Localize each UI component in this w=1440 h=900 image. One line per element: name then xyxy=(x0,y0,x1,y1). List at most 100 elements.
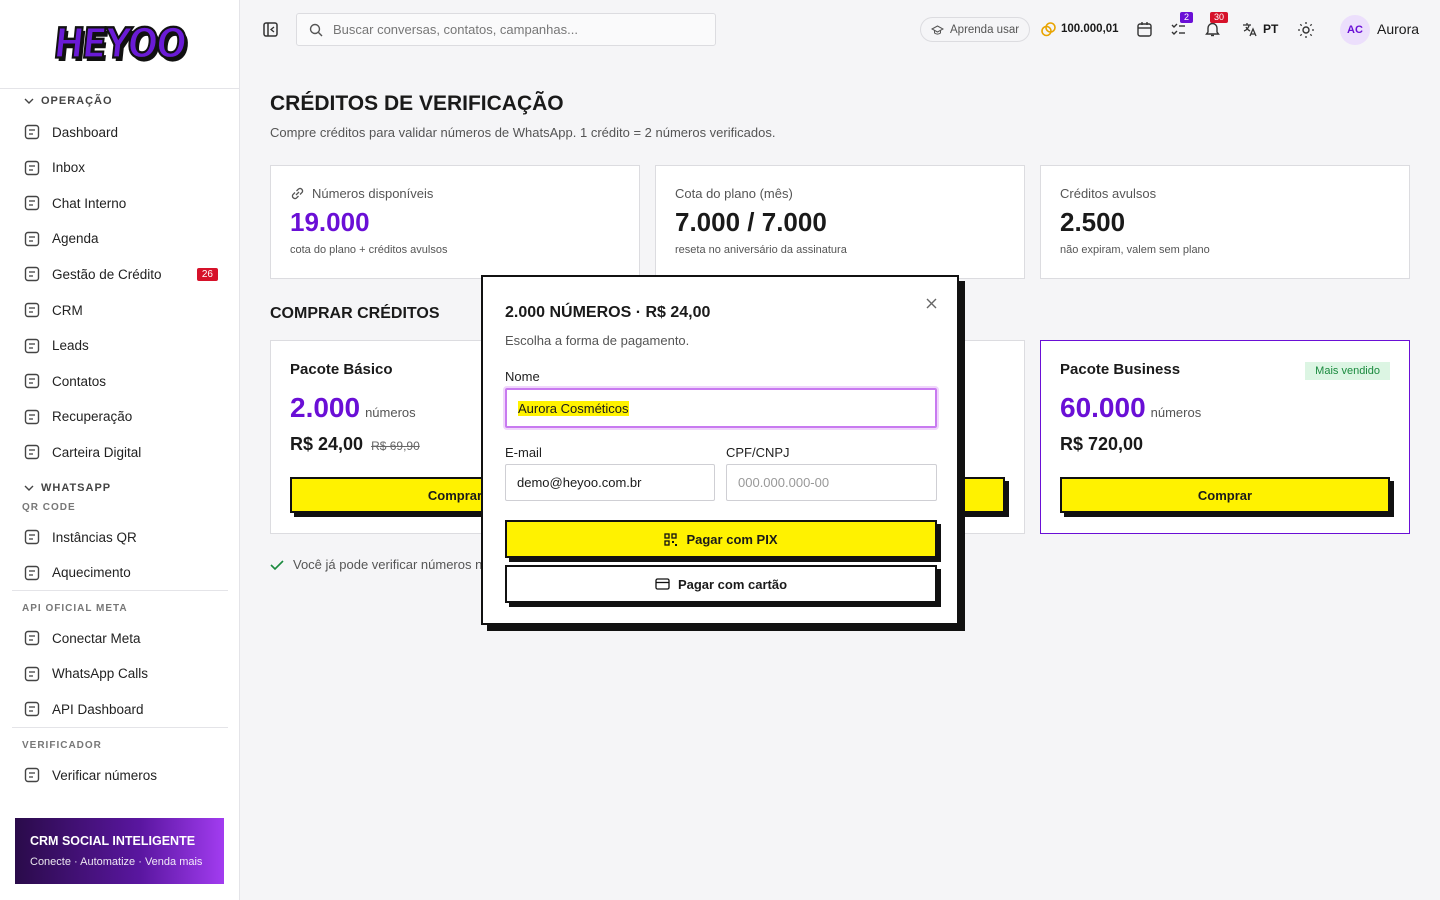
stat-value: 2.500 xyxy=(1060,207,1126,237)
pix-button[interactable]: Pagar com PIX xyxy=(505,520,937,558)
nav-icon xyxy=(24,409,40,424)
search-input[interactable]: Buscar conversas, contatos, campanhas... xyxy=(296,13,716,46)
nav-item[interactable]: Instâncias QR xyxy=(24,522,218,552)
collapse-icon[interactable] xyxy=(263,22,278,37)
nav-item-badge: 26 xyxy=(196,267,218,281)
nav-item-label: Verificar números xyxy=(52,767,158,783)
calendar-icon[interactable] xyxy=(1137,22,1152,37)
card-button[interactable]: Pagar com cartão xyxy=(505,565,937,603)
language[interactable]: PT xyxy=(1242,18,1278,40)
nav-item-label: Agenda xyxy=(52,231,99,247)
tasks-badge: 2 xyxy=(1180,12,1194,23)
nav-item-label: Gestão de Crédito xyxy=(52,266,162,282)
user-name[interactable]: Aurora xyxy=(1377,18,1419,40)
card-label: Pagar com cartão xyxy=(677,576,788,592)
nav-icon xyxy=(24,373,40,389)
name-input[interactable]: Aurora Cosméticos xyxy=(505,388,937,428)
nav-icon xyxy=(24,702,40,717)
nav-icon xyxy=(24,338,40,353)
logo-text: HEYOO xyxy=(51,19,189,68)
nav-section-header[interactable]: WHATSAPP xyxy=(24,482,111,494)
nav-item-label: Instâncias QR xyxy=(52,529,137,545)
nav-item[interactable]: Verificar números xyxy=(24,760,218,790)
nav-icon xyxy=(24,124,40,140)
promo-title: CRM SOCIAL INTELIGENTE xyxy=(30,834,196,848)
nav-item[interactable]: CRM xyxy=(24,295,218,325)
package-badge: Mais vendido xyxy=(1305,362,1390,380)
buy-button-label: Comprar xyxy=(1197,487,1253,503)
buy-button[interactable]: Comprar xyxy=(1060,477,1390,513)
avatar-initials: AC xyxy=(1347,24,1363,36)
nav-icon xyxy=(24,767,40,783)
nav-icon xyxy=(24,231,40,246)
nav-item-label: Dashboard xyxy=(52,124,119,140)
tasks-icon[interactable] xyxy=(1171,22,1186,37)
nav-item[interactable]: Contatos xyxy=(24,366,218,396)
nav-section-header: QR CODE xyxy=(22,502,76,513)
theme-icon[interactable] xyxy=(1298,22,1314,38)
nav-item[interactable]: Leads xyxy=(24,331,218,361)
nav-section-header[interactable]: OPERAÇÃO xyxy=(24,95,113,107)
learn-button[interactable]: Aprenda usar xyxy=(920,17,1031,42)
package-name: Pacote Business xyxy=(1060,361,1181,378)
stat-label-text: Créditos avulsos xyxy=(1060,186,1157,201)
nav-item[interactable]: Agenda xyxy=(24,224,218,254)
nav-section-title: VERIFICADOR xyxy=(22,740,102,751)
nav-item-label: Conectar Meta xyxy=(52,630,141,646)
nav-item[interactable]: Chat Interno xyxy=(24,188,218,218)
page-subtitle: Compre créditos para validar números de … xyxy=(270,125,776,140)
doc-input[interactable]: 000.000.000-00 xyxy=(726,464,937,501)
nav-separator xyxy=(12,590,228,592)
name-value: Aurora Cosméticos xyxy=(518,400,629,416)
nav-icon xyxy=(24,302,40,318)
package-price: R$ 24,00 R$ 69,90 xyxy=(290,434,620,455)
sidebar: HEYOO OPERAÇÃO Dashboard Inbox Chat Interno… xyxy=(0,0,240,900)
bell-icon[interactable] xyxy=(1205,21,1220,37)
nav-icon xyxy=(24,666,40,681)
nav-item[interactable]: Recuperação xyxy=(24,402,218,432)
page-title: CRÉDITOS DE VERIFICAÇÃO xyxy=(270,92,564,115)
package-price-value: R$ 24,00 xyxy=(290,434,364,454)
package-name: Pacote Básico xyxy=(290,361,393,378)
logo[interactable]: HEYOO xyxy=(0,0,239,89)
package-old-price: R$ 69,90 xyxy=(371,439,420,453)
nav-item[interactable]: Conectar Meta xyxy=(24,623,218,653)
notice: Você já pode verificar números na xyxy=(270,557,490,572)
package-unit: números xyxy=(365,405,416,420)
stat-label-text: Cota do plano (mês) xyxy=(675,186,793,201)
avatar[interactable]: AC xyxy=(1340,15,1370,45)
balance[interactable]: 100.000,01 xyxy=(1041,18,1119,40)
nav-item[interactable]: Gestão de Crédito 26 xyxy=(24,259,218,289)
nav-item-label: Carteira Digital xyxy=(52,444,142,460)
stat-card: Cota do plano (mês) 7.000 / 7.000 reseta n… xyxy=(655,165,1025,279)
promo[interactable]: CRM SOCIAL INTELIGENTE Conecte · Automati… xyxy=(15,818,224,884)
doc-label: CPF/CNPJ xyxy=(726,445,790,460)
package-amount: 2.000 números xyxy=(290,392,620,424)
email-input[interactable]: demo@heyoo.com.br xyxy=(505,464,715,501)
nav-item[interactable]: Inbox xyxy=(24,153,218,183)
nav-item[interactable]: WhatsApp Calls xyxy=(24,659,218,689)
nav-section-header: API OFICIAL META xyxy=(22,603,128,614)
close-button[interactable] xyxy=(926,298,937,309)
email-value: demo@heyoo.com.br xyxy=(517,475,642,490)
stat-card: Números disponíveis 19.000 cota do plano +… xyxy=(270,165,640,279)
package-price-value: R$ 720,00 xyxy=(1060,434,1144,454)
nav-section-title: OPERAÇÃO xyxy=(41,95,113,107)
nav-item[interactable]: Carteira Digital xyxy=(24,437,218,467)
nav-section-header: VERIFICADOR xyxy=(22,740,102,751)
modal-title: 2.000 NÚMEROS · R$ 24,00 xyxy=(505,304,711,321)
package-amount-value: 60.000 xyxy=(1060,392,1146,423)
nav-section-title: API OFICIAL META xyxy=(22,603,128,615)
nav-item[interactable]: Aquecimento xyxy=(24,558,218,588)
nav-icon xyxy=(24,630,40,646)
buy-title: COMPRAR CRÉDITOS xyxy=(270,305,440,322)
nav-section-title: QR CODE xyxy=(22,502,76,513)
nav-item[interactable]: Dashboard xyxy=(24,117,218,147)
nav-item[interactable]: API Dashboard xyxy=(24,694,218,724)
stat-value: 7.000 / 7.000 xyxy=(675,207,827,237)
stat-value: 19.000 xyxy=(290,207,370,237)
promo-subtitle: Conecte · Automatize · Venda mais xyxy=(30,856,203,868)
notice-text: Você já pode verificar números na xyxy=(293,557,490,572)
